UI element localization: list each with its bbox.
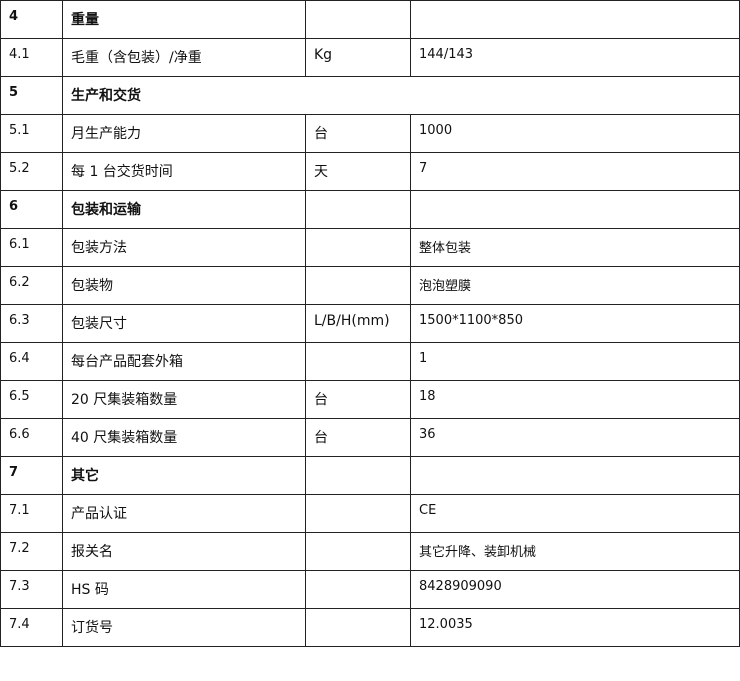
- item-value: 其它升降、装卸机械: [410, 532, 740, 571]
- item-value: 8428909090: [410, 570, 740, 609]
- section-row: 6 包装和运输: [0, 190, 740, 229]
- item-unit: 台: [305, 380, 411, 419]
- item-unit: [305, 266, 411, 305]
- table-row: 7.3 HS 码 8428909090: [0, 570, 740, 609]
- item-value: 18: [410, 380, 740, 419]
- table-row: 6.3 包装尺寸 L/B/H(mm) 1500*1100*850: [0, 304, 740, 343]
- table-row: 6.6 40 尺集装箱数量台 36: [0, 418, 740, 457]
- item-name: 毛重（含包装）/净重: [62, 38, 306, 77]
- table-row: 6.4 每台产品配套外箱 1: [0, 342, 740, 381]
- item-unit: [305, 342, 411, 381]
- item-value: [410, 456, 740, 495]
- row-number: 4.1: [0, 38, 63, 77]
- item-value: CE: [410, 494, 740, 533]
- section-title: 其它: [62, 456, 306, 495]
- row-number: 6.6: [0, 418, 63, 457]
- row-number: 5: [0, 76, 63, 115]
- item-unit: [305, 0, 411, 39]
- table-row: 7.2 报关名 其它升降、装卸机械: [0, 532, 740, 571]
- item-value: 12.0035: [410, 608, 740, 647]
- row-number: 4: [0, 0, 63, 39]
- item-name: 40 尺集装箱数量: [62, 418, 306, 457]
- item-value: 1000: [410, 114, 740, 153]
- section-title: 重量: [62, 0, 306, 39]
- table-row: 6.2 包装物 泡泡塑膜: [0, 266, 740, 305]
- section-row: 4 重量: [0, 0, 740, 39]
- item-unit: L/B/H(mm): [305, 304, 411, 343]
- section-row: 7 其它: [0, 456, 740, 495]
- table-row: 7.4 订货号 12.0035: [0, 608, 740, 647]
- row-number: 6: [0, 190, 63, 229]
- section-title: 生产和交货: [62, 76, 740, 115]
- item-value: 7: [410, 152, 740, 191]
- table-row: 6.1 包装方法 整体包装: [0, 228, 740, 267]
- item-value: 1: [410, 342, 740, 381]
- table-row: 4.1 毛重（含包装）/净重 Kg 144/143: [0, 38, 740, 77]
- row-number: 6.2: [0, 266, 63, 305]
- item-value: [410, 0, 740, 39]
- item-unit: 台: [305, 114, 411, 153]
- section-row: 5 生产和交货: [0, 76, 740, 115]
- item-value: [410, 190, 740, 229]
- item-unit: [305, 190, 411, 229]
- item-unit: 天: [305, 152, 411, 191]
- table-row: 7.1 产品认证 CE: [0, 494, 740, 533]
- row-number: 7: [0, 456, 63, 495]
- table-row: 6.5 20 尺集装箱数量台 18: [0, 380, 740, 419]
- item-unit: [305, 228, 411, 267]
- item-name: 每 1 台交货时间: [62, 152, 306, 191]
- row-number: 6.1: [0, 228, 63, 267]
- table-row: 5.1 月生产能力台 1000: [0, 114, 740, 153]
- table-row: 5.2 每 1 台交货时间天 7: [0, 152, 740, 191]
- item-name: 月生产能力: [62, 114, 306, 153]
- item-unit: [305, 494, 411, 533]
- item-unit: 台: [305, 418, 411, 457]
- item-name: 订货号: [62, 608, 306, 647]
- item-value: 36: [410, 418, 740, 457]
- section-title: 包装和运输: [62, 190, 306, 229]
- item-unit: [305, 456, 411, 495]
- item-unit: Kg: [305, 38, 411, 77]
- row-number: 6.3: [0, 304, 63, 343]
- spec-table: 4 重量 4.1 毛重（含包装）/净重 Kg 144/143 5 生产和交货 5.1 月生产能力台…: [0, 0, 740, 647]
- row-number: 6.5: [0, 380, 63, 419]
- row-number: 6.4: [0, 342, 63, 381]
- row-number: 7.3: [0, 570, 63, 609]
- item-name: 包装物: [62, 266, 306, 305]
- item-name: 包装尺寸: [62, 304, 306, 343]
- item-name: HS 码: [62, 570, 306, 609]
- item-name: 每台产品配套外箱: [62, 342, 306, 381]
- item-name: 报关名: [62, 532, 306, 571]
- item-value: 1500*1100*850: [410, 304, 740, 343]
- item-value: 144/143: [410, 38, 740, 77]
- item-value: 整体包装: [410, 228, 740, 267]
- row-number: 5.2: [0, 152, 63, 191]
- item-unit: [305, 608, 411, 647]
- item-name: 产品认证: [62, 494, 306, 533]
- item-value: 泡泡塑膜: [410, 266, 740, 305]
- row-number: 7.2: [0, 532, 63, 571]
- item-name: 20 尺集装箱数量: [62, 380, 306, 419]
- row-number: 5.1: [0, 114, 63, 153]
- row-number: 7.4: [0, 608, 63, 647]
- item-unit: [305, 570, 411, 609]
- item-unit: [305, 532, 411, 571]
- item-name: 包装方法: [62, 228, 306, 267]
- row-number: 7.1: [0, 494, 63, 533]
